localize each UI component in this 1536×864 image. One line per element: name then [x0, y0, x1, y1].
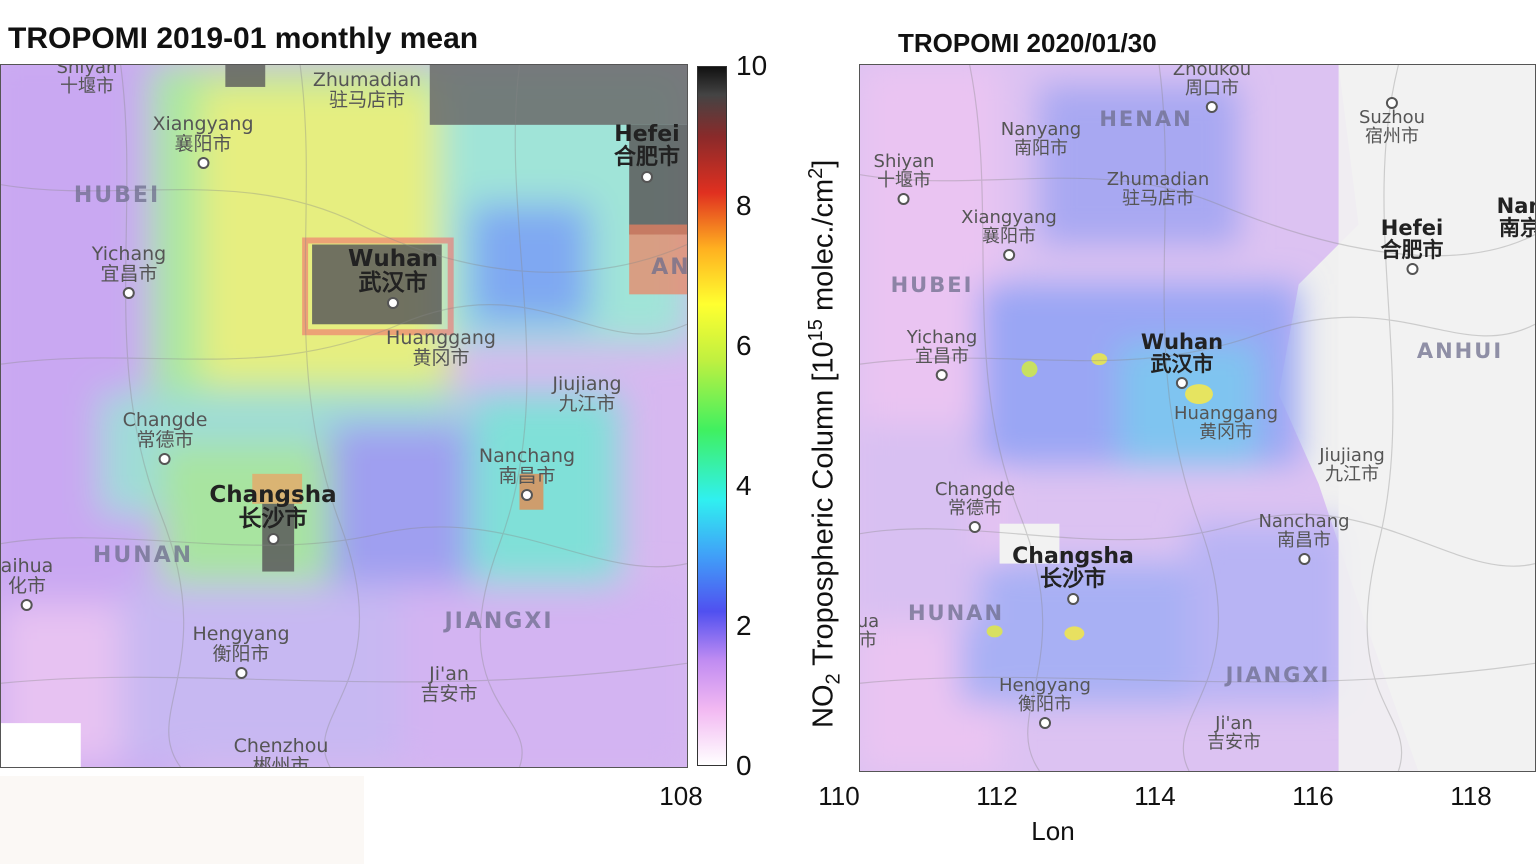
province-label: HENAN	[1099, 107, 1193, 131]
left-panel-title: TROPOMI 2019-01 monthly mean	[8, 22, 479, 55]
x-tick-label: 116	[1292, 781, 1334, 811]
place-label: Hengyang 衡阳市	[192, 624, 290, 679]
left-no2-map[interactable]: Shiyan 十堰市 Zhumadian 驻马店市 Xiangyang 襄阳市 Hef…	[0, 64, 688, 768]
right-map-heat-layer	[860, 65, 1535, 771]
place-label: Chenzhou 郴州市	[233, 735, 329, 768]
place-label: Suzhou 宿州市	[1359, 95, 1425, 147]
place-label: Zhoukou 周口市	[1173, 65, 1251, 113]
place-label: Zhumadian 驻马店市	[1106, 169, 1210, 209]
place-label: Huanggang 黄冈市	[386, 327, 496, 369]
colorbar-tick: 10	[736, 50, 768, 81]
place-label: Xiangyang 襄阳市	[961, 208, 1057, 261]
x-tick-label: 114	[1134, 781, 1176, 811]
place-label: Nanchang 南昌市	[479, 446, 575, 501]
place-label: Hefei 合肥市	[1381, 217, 1444, 276]
place-label: Jiujiang 九江市	[1319, 445, 1385, 485]
province-label: HUBEI	[73, 183, 161, 208]
province-label: AN	[651, 255, 688, 280]
colorbar-tick: 4	[736, 470, 752, 501]
right-panel-title: TROPOMI 2020/01/30	[898, 28, 1157, 58]
colorbar-tick: 0	[736, 750, 752, 781]
x-tick-label: 110	[818, 781, 860, 811]
x-tick-label: 118	[1450, 781, 1492, 811]
place-label: Shiyan 十堰市	[874, 152, 934, 205]
place-label: Wuhan 武汉市	[348, 247, 438, 310]
place-label: Ji'an 吉安市	[1207, 713, 1261, 753]
x-tick-label: 112	[976, 781, 1018, 811]
province-label: HUBEI	[890, 273, 974, 297]
place-label: Xiangyang 襄阳市	[152, 114, 254, 169]
place-label: Yichang 宜昌市	[907, 328, 977, 381]
place-label: Yichang 宜昌市	[92, 244, 166, 299]
colorbar-tick: 2	[736, 610, 752, 641]
x-axis-label: Lon	[1031, 816, 1075, 846]
right-no2-map[interactable]: Zhoukou 周口市 Nanyang 南阳市 Suzhou 宿州市 Shiyan 十堰…	[859, 64, 1536, 772]
colorbar-tick: 8	[736, 190, 752, 221]
province-label: JIANGXI	[1225, 663, 1331, 687]
colorbar-label: NO2 Tropospheric Column [1015 molec./cm2…	[805, 159, 845, 728]
place-label: Jiujiang 九江市	[552, 373, 622, 415]
place-label: Changsha 长沙市	[1012, 545, 1134, 606]
place-label: Nan南京	[1496, 194, 1535, 241]
place-label: Changde 常德市	[935, 480, 1015, 533]
place-label: ua 市	[859, 611, 880, 651]
x-tick-label: 108	[659, 781, 703, 811]
province-label: ANHUI	[1416, 339, 1504, 363]
no2-colorbar	[697, 66, 727, 766]
place-label: Ji'an 吉安市	[420, 663, 478, 705]
place-label: Zhumadian 驻马店市	[312, 69, 422, 111]
place-label: aihua 化市	[1, 556, 53, 611]
place-label: Changde 常德市	[123, 410, 207, 465]
place-label: Huanggang 黄冈市	[1173, 403, 1279, 443]
place-label: Wuhan 武汉市	[1141, 331, 1223, 390]
place-label: Changsha 长沙市	[209, 483, 337, 546]
place-label: Hengyang 衡阳市	[999, 676, 1091, 729]
place-label: Shiyan 十堰市	[56, 64, 118, 97]
province-label: HUNAN	[92, 543, 194, 568]
place-label: Hefei 合肥市	[614, 123, 680, 184]
blank-area	[0, 776, 364, 864]
left-map-heat-layer	[1, 65, 687, 767]
place-label: Nanyang 南阳市	[1000, 119, 1082, 159]
colorbar-tick: 6	[736, 330, 752, 361]
province-label: HUNAN	[907, 601, 1005, 625]
place-label: Nanchang 南昌市	[1258, 512, 1350, 565]
province-label: JIANGXI	[444, 609, 554, 634]
